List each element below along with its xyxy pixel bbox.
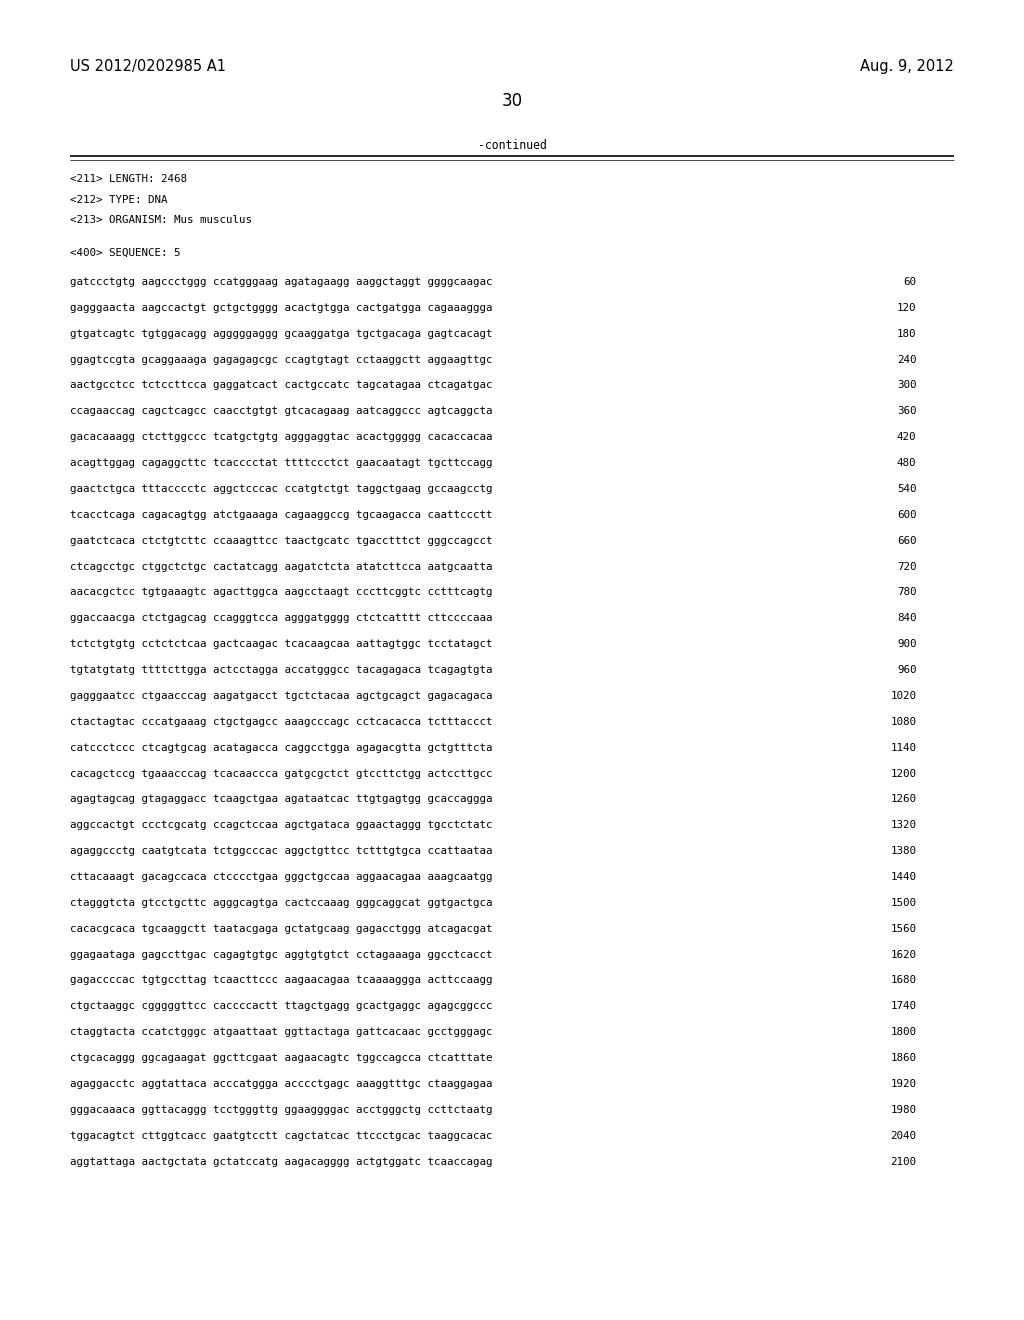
- Text: 360: 360: [897, 407, 916, 416]
- Text: gtgatcagtc tgtggacagg agggggaggg gcaaggatga tgctgacaga gagtcacagt: gtgatcagtc tgtggacagg agggggaggg gcaagga…: [70, 329, 493, 339]
- Text: agaggacctc aggtattaca acccatggga acccctgagc aaaggtttgc ctaaggagaa: agaggacctc aggtattaca acccatggga acccctg…: [70, 1078, 493, 1089]
- Text: acagttggag cagaggcttc tcacccctat ttttccctct gaacaatagt tgcttccagg: acagttggag cagaggcttc tcacccctat ttttccc…: [70, 458, 493, 469]
- Text: gagggaatcc ctgaacccag aagatgacct tgctctacaa agctgcagct gagacagaca: gagggaatcc ctgaacccag aagatgacct tgctcta…: [70, 690, 493, 701]
- Text: <212> TYPE: DNA: <212> TYPE: DNA: [70, 195, 167, 205]
- Text: 1620: 1620: [891, 949, 916, 960]
- Text: ctagggtcta gtcctgcttc agggcagtga cactccaaag gggcaggcat ggtgactgca: ctagggtcta gtcctgcttc agggcagtga cactcca…: [70, 898, 493, 908]
- Text: tcacctcaga cagacagtgg atctgaaaga cagaaggccg tgcaagacca caattccctt: tcacctcaga cagacagtgg atctgaaaga cagaagg…: [70, 510, 493, 520]
- Text: ggaccaacga ctctgagcag ccagggtcca agggatgggg ctctcatttt cttccccaaa: ggaccaacga ctctgagcag ccagggtcca agggatg…: [70, 614, 493, 623]
- Text: -continued: -continued: [477, 139, 547, 152]
- Text: 600: 600: [897, 510, 916, 520]
- Text: 30: 30: [502, 92, 522, 111]
- Text: gggacaaaca ggttacaggg tcctgggttg ggaaggggac acctgggctg ccttctaatg: gggacaaaca ggttacaggg tcctgggttg ggaaggg…: [70, 1105, 493, 1115]
- Text: aactgcctcc tctccttcca gaggatcact cactgccatc tagcatagaa ctcagatgac: aactgcctcc tctccttcca gaggatcact cactgcc…: [70, 380, 493, 391]
- Text: tctctgtgtg cctctctcaa gactcaagac tcacaagcaa aattagtggc tcctatagct: tctctgtgtg cctctctcaa gactcaagac tcacaag…: [70, 639, 493, 649]
- Text: 1560: 1560: [891, 924, 916, 933]
- Text: ctactagtac cccatgaaag ctgctgagcc aaagcccagc cctcacacca tctttaccct: ctactagtac cccatgaaag ctgctgagcc aaagccc…: [70, 717, 493, 727]
- Text: 1140: 1140: [891, 743, 916, 752]
- Text: 1920: 1920: [891, 1078, 916, 1089]
- Text: tgtatgtatg ttttcttgga actcctagga accatgggcc tacagagaca tcagagtgta: tgtatgtatg ttttcttgga actcctagga accatgg…: [70, 665, 493, 675]
- Text: Aug. 9, 2012: Aug. 9, 2012: [860, 59, 954, 74]
- Text: 1860: 1860: [891, 1053, 916, 1063]
- Text: cacagctccg tgaaacccag tcacaaccca gatgcgctct gtccttctgg actccttgcc: cacagctccg tgaaacccag tcacaaccca gatgcgc…: [70, 768, 493, 779]
- Text: 420: 420: [897, 432, 916, 442]
- Text: 120: 120: [897, 302, 916, 313]
- Text: catccctccc ctcagtgcag acatagacca caggcctgga agagacgtta gctgtttcta: catccctccc ctcagtgcag acatagacca caggcct…: [70, 743, 493, 752]
- Text: 240: 240: [897, 355, 916, 364]
- Text: aggtattaga aactgctata gctatccatg aagacagggg actgtggatc tcaaccagag: aggtattaga aactgctata gctatccatg aagacag…: [70, 1156, 493, 1167]
- Text: 720: 720: [897, 561, 916, 572]
- Text: 300: 300: [897, 380, 916, 391]
- Text: 1740: 1740: [891, 1002, 916, 1011]
- Text: ctaggtacta ccatctgggc atgaattaat ggttactaga gattcacaac gcctgggagc: ctaggtacta ccatctgggc atgaattaat ggttact…: [70, 1027, 493, 1038]
- Text: ggagtccgta gcaggaaaga gagagagcgc ccagtgtagt cctaaggctt aggaagttgc: ggagtccgta gcaggaaaga gagagagcgc ccagtgt…: [70, 355, 493, 364]
- Text: 1260: 1260: [891, 795, 916, 804]
- Text: gaatctcaca ctctgtcttc ccaaagttcc taactgcatc tgacctttct gggccagcct: gaatctcaca ctctgtcttc ccaaagttcc taactgc…: [70, 536, 493, 545]
- Text: gacacaaagg ctcttggccc tcatgctgtg agggaggtac acactggggg cacaccacaa: gacacaaagg ctcttggccc tcatgctgtg agggagg…: [70, 432, 493, 442]
- Text: agaggccctg caatgtcata tctggcccac aggctgttcc tctttgtgca ccattaataa: agaggccctg caatgtcata tctggcccac aggctgt…: [70, 846, 493, 857]
- Text: gaactctgca tttacccctc aggctcccac ccatgtctgt taggctgaag gccaagcctg: gaactctgca tttacccctc aggctcccac ccatgtc…: [70, 484, 493, 494]
- Text: 180: 180: [897, 329, 916, 339]
- Text: 60: 60: [903, 277, 916, 286]
- Text: aacacgctcc tgtgaaagtc agacttggca aagcctaagt cccttcggtc cctttcagtg: aacacgctcc tgtgaaagtc agacttggca aagccta…: [70, 587, 493, 598]
- Text: 1200: 1200: [891, 768, 916, 779]
- Text: US 2012/0202985 A1: US 2012/0202985 A1: [70, 59, 225, 74]
- Text: 960: 960: [897, 665, 916, 675]
- Text: <213> ORGANISM: Mus musculus: <213> ORGANISM: Mus musculus: [70, 215, 252, 226]
- Text: 2040: 2040: [891, 1131, 916, 1140]
- Text: 840: 840: [897, 614, 916, 623]
- Text: gagaccccac tgtgccttag tcaacttccc aagaacagaa tcaaaaggga acttccaagg: gagaccccac tgtgccttag tcaacttccc aagaaca…: [70, 975, 493, 986]
- Text: tggacagtct cttggtcacc gaatgtcctt cagctatcac ttccctgcac taaggcacac: tggacagtct cttggtcacc gaatgtcctt cagctat…: [70, 1131, 493, 1140]
- Text: 1080: 1080: [891, 717, 916, 727]
- Text: 660: 660: [897, 536, 916, 545]
- Text: 1980: 1980: [891, 1105, 916, 1115]
- Text: 1020: 1020: [891, 690, 916, 701]
- Text: <211> LENGTH: 2468: <211> LENGTH: 2468: [70, 174, 186, 185]
- Text: 780: 780: [897, 587, 916, 598]
- Text: 900: 900: [897, 639, 916, 649]
- Text: agagtagcag gtagaggacc tcaagctgaa agataatcac ttgtgagtgg gcaccaggga: agagtagcag gtagaggacc tcaagctgaa agataat…: [70, 795, 493, 804]
- Text: ggagaataga gagccttgac cagagtgtgc aggtgtgtct cctagaaaga ggcctcacct: ggagaataga gagccttgac cagagtgtgc aggtgtg…: [70, 949, 493, 960]
- Text: 1320: 1320: [891, 820, 916, 830]
- Text: ccagaaccag cagctcagcc caacctgtgt gtcacagaag aatcaggccc agtcaggcta: ccagaaccag cagctcagcc caacctgtgt gtcacag…: [70, 407, 493, 416]
- Text: ctgctaaggc cgggggttcc caccccactt ttagctgagg gcactgaggc agagcggccc: ctgctaaggc cgggggttcc caccccactt ttagctg…: [70, 1002, 493, 1011]
- Text: 1380: 1380: [891, 846, 916, 857]
- Text: cttacaaagt gacagccaca ctcccctgaa gggctgccaa aggaacagaa aaagcaatgg: cttacaaagt gacagccaca ctcccctgaa gggctgc…: [70, 873, 493, 882]
- Text: 480: 480: [897, 458, 916, 469]
- Text: cacacgcaca tgcaaggctt taatacgaga gctatgcaag gagacctggg atcagacgat: cacacgcaca tgcaaggctt taatacgaga gctatgc…: [70, 924, 493, 933]
- Text: gagggaacta aagccactgt gctgctgggg acactgtgga cactgatgga cagaaaggga: gagggaacta aagccactgt gctgctgggg acactgt…: [70, 302, 493, 313]
- Text: ctgcacaggg ggcagaagat ggcttcgaat aagaacagtc tggccagcca ctcatttate: ctgcacaggg ggcagaagat ggcttcgaat aagaaca…: [70, 1053, 493, 1063]
- Text: <400> SEQUENCE: 5: <400> SEQUENCE: 5: [70, 248, 180, 257]
- Text: 2100: 2100: [891, 1156, 916, 1167]
- Text: aggccactgt ccctcgcatg ccagctccaa agctgataca ggaactaggg tgcctctatc: aggccactgt ccctcgcatg ccagctccaa agctgat…: [70, 820, 493, 830]
- Text: 540: 540: [897, 484, 916, 494]
- Text: gatccctgtg aagccctggg ccatgggaag agatagaagg aaggctaggt ggggcaagac: gatccctgtg aagccctggg ccatgggaag agataga…: [70, 277, 493, 286]
- Text: 1440: 1440: [891, 873, 916, 882]
- Text: 1500: 1500: [891, 898, 916, 908]
- Text: 1800: 1800: [891, 1027, 916, 1038]
- Text: ctcagcctgc ctggctctgc cactatcagg aagatctcta atatcttcca aatgcaatta: ctcagcctgc ctggctctgc cactatcagg aagatct…: [70, 561, 493, 572]
- Text: 1680: 1680: [891, 975, 916, 986]
